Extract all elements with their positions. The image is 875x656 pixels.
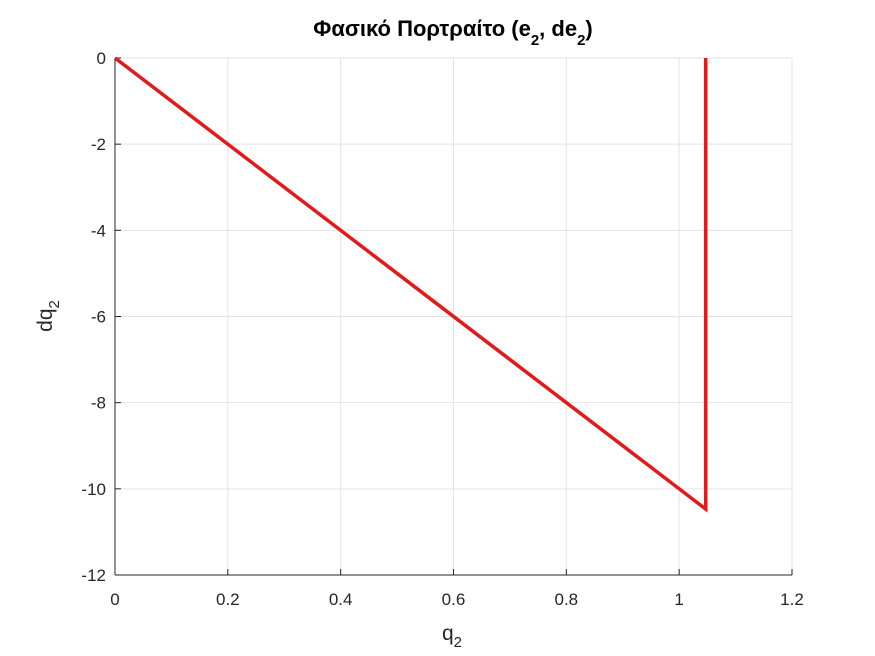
chart-title-sub-2: 2 — [577, 32, 585, 49]
y-tick-label: -12 — [81, 566, 106, 585]
series-layer — [113, 56, 708, 513]
x-tick-label: 1 — [674, 590, 683, 609]
chart-title-end: ) — [585, 16, 592, 41]
y-tick-label: -8 — [91, 394, 106, 413]
axes — [114, 57, 793, 576]
y-axis-label-main: dq — [34, 308, 57, 331]
chart-title-main: Φασικό Πορτραίτο (e — [313, 16, 531, 41]
chart-title: Φασικό Πορτραίτο (e2, de2) — [313, 16, 592, 49]
x-tick-label: 0.8 — [555, 590, 579, 609]
x-axis-label-main: q — [442, 622, 454, 645]
x-tick-label: 0 — [110, 590, 119, 609]
x-axis-label: q2 — [442, 622, 462, 651]
y-tick-label: -2 — [91, 135, 106, 154]
y-tick-label: -10 — [81, 480, 106, 499]
x-tick-label: 1.2 — [780, 590, 804, 609]
series-line — [113, 56, 708, 513]
x-tick-label: 0.4 — [329, 590, 353, 609]
y-tick-label: -4 — [91, 221, 106, 240]
x-axis-label-sub: 2 — [454, 634, 462, 651]
chart-title-sub-1: 2 — [531, 32, 539, 49]
x-tick-label: 0.6 — [442, 590, 466, 609]
tick-labels: 0 0.2 0.4 0.6 0.8 1 1.2 0 -2 -4 -6 -8 -10 -12 — [81, 49, 803, 609]
chart-title-mid: , de — [539, 16, 577, 41]
y-axis-label: dq2 — [34, 300, 63, 332]
y-tick-label: -6 — [91, 308, 106, 327]
x-tick-label: 0.2 — [216, 590, 240, 609]
y-axis-label-sub: 2 — [46, 300, 63, 308]
y-tick-label: 0 — [97, 49, 106, 68]
